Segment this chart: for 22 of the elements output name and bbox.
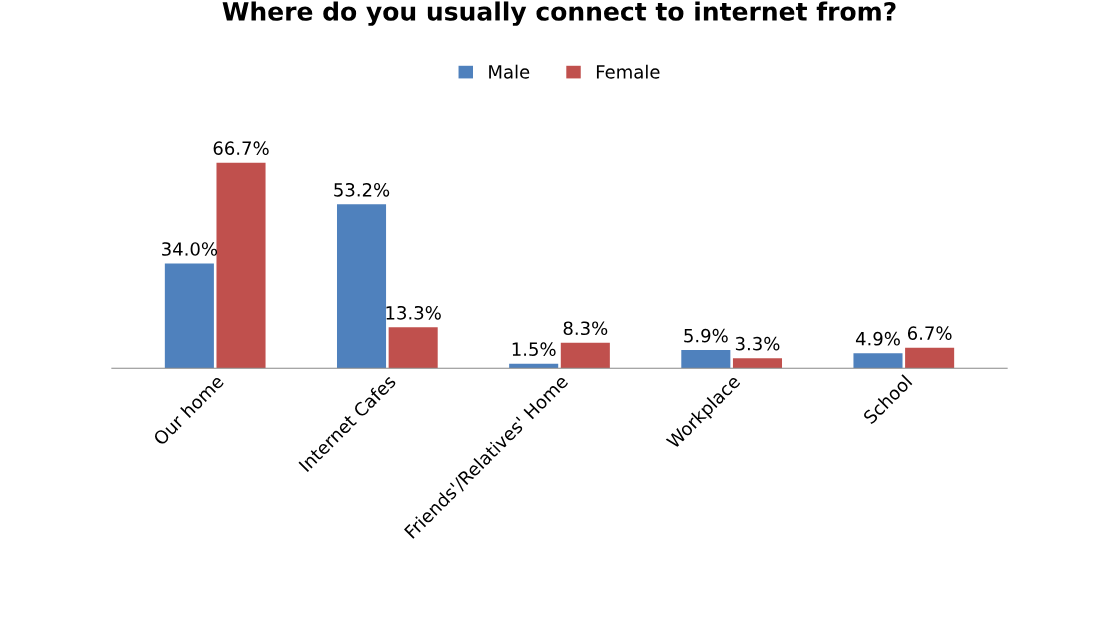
data-label: 6.7% (907, 326, 952, 340)
data-label: 8.3% (563, 321, 608, 336)
bar (905, 347, 955, 369)
chart-title: Where do you usually connect to internet from? (222, 1, 896, 26)
data-label: 53.2% (334, 182, 390, 197)
data-label: 34.0% (162, 242, 218, 256)
bar (681, 350, 731, 369)
data-label: 3.3% (735, 336, 780, 351)
bar (732, 358, 783, 369)
legend-label: Female (596, 64, 660, 79)
bar (164, 263, 214, 369)
bar (216, 162, 266, 369)
legend-label: Male (489, 64, 530, 79)
bar (853, 353, 903, 369)
bar (560, 342, 610, 369)
data-label: 66.7% (213, 141, 269, 156)
data-label: 1.5% (512, 342, 556, 357)
bar (336, 204, 387, 369)
data-label: 4.9% (855, 331, 900, 346)
data-label: 13.3% (386, 305, 441, 320)
data-label: 5.9% (684, 328, 728, 343)
bar (388, 327, 438, 369)
